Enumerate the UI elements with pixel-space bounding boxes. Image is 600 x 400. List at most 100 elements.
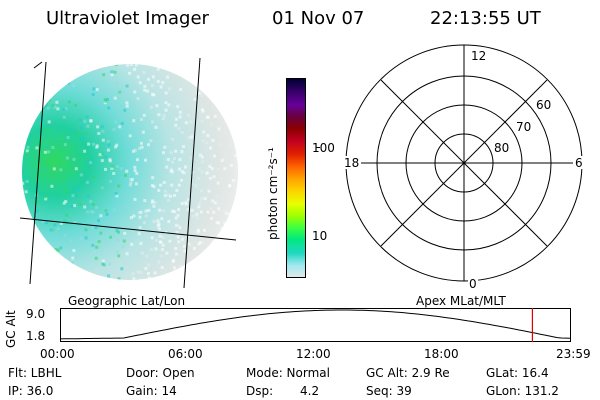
speckle-dot <box>112 172 116 175</box>
speckle-dot <box>225 232 228 236</box>
speckle-dot <box>36 187 40 191</box>
speckle-dot <box>46 106 50 110</box>
speckle-dot <box>67 100 71 104</box>
speckle-dot <box>199 189 203 193</box>
speckle-dot <box>108 262 112 266</box>
mlt-label-0: 0 <box>469 277 477 289</box>
glat-label: GLat: 16.4 <box>486 366 549 380</box>
speckle-dot <box>114 192 118 195</box>
speckle-dot <box>203 228 206 232</box>
speckle-dot <box>176 213 180 217</box>
mode-label: Mode: Normal <box>246 366 330 380</box>
speckle-dot <box>89 199 93 203</box>
speckle-dot <box>138 81 142 85</box>
speckle-dot <box>233 217 237 221</box>
speckle-dot <box>140 141 143 145</box>
speckle-dot <box>153 201 157 205</box>
speckle-dot <box>68 56 71 59</box>
speckle-dot <box>90 210 93 214</box>
speckle-dot <box>89 158 93 162</box>
speckle-dot <box>166 75 169 79</box>
speckle-dot <box>213 114 217 118</box>
speckle-dot <box>22 274 25 278</box>
speckle-dot <box>205 171 209 175</box>
speckle-dot <box>47 98 51 102</box>
speckle-dot <box>195 212 199 216</box>
speckle-dot <box>35 283 38 286</box>
speckle-dot <box>160 265 164 269</box>
speckle-dot <box>114 64 118 66</box>
speckle-dot <box>219 95 223 99</box>
speckle-dot <box>63 60 66 63</box>
speckle-dot <box>94 274 98 278</box>
speckle-dot <box>52 266 56 270</box>
speckle-dot <box>28 116 31 120</box>
speckle-dot <box>92 175 96 179</box>
speckle-dot <box>203 197 207 201</box>
speckle-dot <box>125 252 129 256</box>
speckle-dot <box>56 70 60 74</box>
speckle-dot <box>107 57 110 60</box>
speckle-dot <box>219 176 223 180</box>
speckle-dot <box>232 100 236 104</box>
speckle-dot <box>106 98 109 101</box>
speckle-dot <box>114 120 117 124</box>
speckle-dot <box>133 148 137 152</box>
speckle-dot <box>62 108 66 112</box>
speckle-dot <box>152 204 156 208</box>
speckle-dot <box>169 151 173 155</box>
speckle-dot <box>116 238 120 242</box>
speckle-dot <box>70 262 74 266</box>
speckle-dot <box>62 193 66 196</box>
speckle-dot <box>184 64 188 68</box>
speckle-dot <box>209 146 212 150</box>
speckle-dot <box>208 60 211 63</box>
speckle-dot <box>44 197 48 201</box>
speckle-dot <box>201 274 205 278</box>
speckle-dot <box>184 201 188 205</box>
speckle-dot <box>27 73 31 77</box>
seq-label: Seq: 39 <box>366 384 412 398</box>
speckle-dot <box>168 194 172 198</box>
speckle-dot <box>18 246 21 249</box>
speckle-dot <box>233 256 236 260</box>
speckle-dot <box>155 104 159 108</box>
speckle-dot <box>83 119 87 123</box>
speckle-dot <box>63 78 67 82</box>
speckle-dot <box>121 245 125 249</box>
speckle-dot <box>231 179 235 183</box>
mlt-label-12: 12 <box>471 49 486 63</box>
speckle-dot <box>73 220 77 224</box>
speckle-dot <box>91 93 95 96</box>
speckle-dot <box>42 186 46 190</box>
speckle-dot <box>197 228 201 232</box>
speckle-dot <box>237 247 238 251</box>
speckle-dot <box>46 128 50 132</box>
speckle-dot <box>102 263 106 267</box>
speckle-dot <box>70 53 73 56</box>
speckle-dot <box>209 87 213 91</box>
speckle-dot <box>232 255 236 258</box>
speckle-dot <box>159 85 163 89</box>
speckle-dot <box>136 158 139 162</box>
speckle-dot <box>212 210 216 214</box>
speckle-dot <box>23 252 27 256</box>
speckle-dot <box>21 283 24 286</box>
speckle-dot <box>72 84 76 87</box>
speckle-dot <box>151 199 155 203</box>
speckle-dot <box>201 240 205 244</box>
speckle-dot <box>217 127 221 131</box>
speckle-dot <box>193 97 197 101</box>
colorbar-tick-mark <box>316 147 320 148</box>
speckle-dot <box>53 267 57 271</box>
speckle-dot <box>52 87 56 91</box>
time-label: 22:13:55 UT <box>430 8 541 29</box>
speckle-dot <box>43 195 47 199</box>
speckle-dot <box>25 259 29 263</box>
speckle-dot <box>214 84 218 88</box>
speckle-dot <box>35 146 39 150</box>
speckle-dot <box>216 85 220 89</box>
speckle-dot <box>64 147 68 150</box>
speckle-dot <box>175 188 179 192</box>
speckle-dot <box>151 75 155 79</box>
